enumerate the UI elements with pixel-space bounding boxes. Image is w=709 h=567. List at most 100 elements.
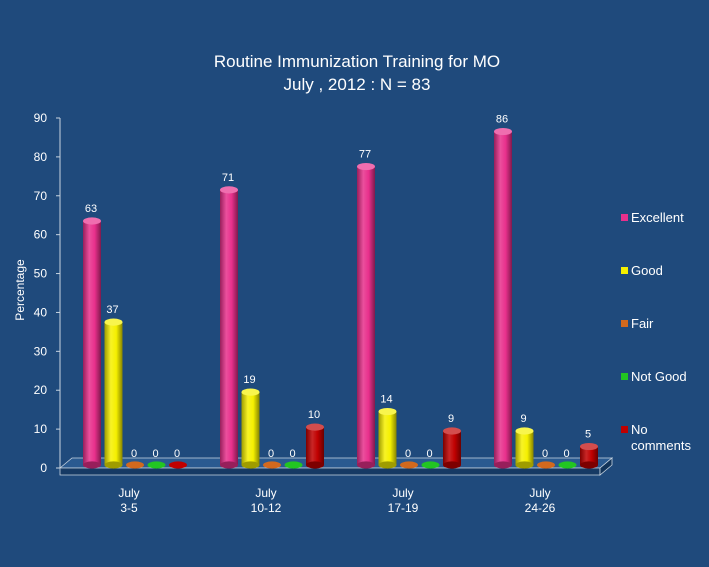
data-label: 86 (496, 114, 508, 126)
data-label: 0 (131, 448, 137, 460)
legend-swatch (621, 426, 628, 433)
bar-flat (284, 461, 303, 469)
chart-floor (58, 457, 614, 476)
data-label: 0 (289, 448, 295, 460)
y-axis-title: Percentage (13, 259, 27, 321)
bar-flat (558, 461, 577, 469)
legend-item: Fair (621, 316, 654, 331)
bar-cap (220, 186, 238, 194)
data-label: 5 (585, 429, 591, 441)
bar (357, 162, 375, 469)
bar-body (494, 131, 512, 466)
floor-side (599, 457, 613, 476)
legend-item: Not Good (621, 369, 687, 384)
y-tick-label: 10 (34, 422, 48, 436)
bar-body (443, 431, 461, 465)
x-tick-label: 10-12 (251, 501, 282, 515)
bar (126, 461, 144, 469)
bar-cap (83, 217, 101, 225)
legend-item: Excellent (621, 210, 684, 225)
data-label: 10 (308, 409, 320, 421)
bar-flat (421, 461, 440, 469)
data-label: 14 (380, 394, 392, 406)
data-label: 0 (405, 448, 411, 460)
bar (284, 461, 303, 469)
x-tick-label: July (529, 486, 550, 500)
chart-subtitle: July , 2012 : N = 83 (284, 75, 431, 94)
bar-body (241, 392, 260, 465)
bar (147, 461, 166, 469)
bar-base (378, 461, 397, 469)
data-label: 0 (426, 448, 432, 460)
legend-item: Good (621, 263, 663, 278)
y-tick-label: 50 (34, 267, 48, 281)
bar-body (378, 411, 397, 465)
x-tick-label: 3-5 (120, 501, 138, 515)
bar (558, 461, 577, 469)
bar-base (104, 461, 123, 469)
legend-swatch (621, 214, 628, 221)
data-label: 71 (222, 172, 234, 184)
bar-group: 77 14 0 0 9 (357, 149, 461, 469)
bar-base (580, 461, 598, 469)
x-tick-label: July (118, 486, 139, 500)
bar-group: 71 19 0 0 10 (220, 172, 324, 469)
bar (83, 217, 101, 469)
bar-series: 63 37 0 0 0 71 19 0 0 10 77 14 0 0 9 86 9 0 0 5 (83, 114, 598, 469)
legend-label: Not Good (631, 369, 687, 384)
y-tick-label: 40 (34, 305, 48, 319)
y-tick-label: 30 (34, 344, 48, 358)
bar-body (83, 221, 101, 465)
x-tick-label: July (392, 486, 413, 500)
bar-flat (169, 461, 187, 469)
data-label: 0 (174, 448, 180, 460)
data-label: 9 (448, 413, 454, 425)
chart-title: Routine Immunization Training for MO (214, 52, 500, 71)
bar-cap (443, 427, 461, 435)
legend-swatch (621, 373, 628, 380)
bar (263, 461, 281, 469)
legend-swatch (621, 267, 628, 274)
bar-flat (147, 461, 166, 469)
data-label: 77 (359, 149, 371, 161)
bar (494, 127, 512, 469)
bar (220, 186, 238, 469)
bar-flat (126, 461, 144, 469)
x-tick-label: 24-26 (525, 501, 556, 515)
data-label: 19 (243, 374, 255, 386)
y-tick-label: 60 (34, 228, 48, 242)
bar-base (83, 461, 101, 469)
data-label: 0 (542, 448, 548, 460)
y-axis: 0 10 20 30 40 50 60 70 80 90 (34, 111, 61, 475)
y-tick-label: 70 (34, 189, 48, 203)
data-label: 0 (268, 448, 274, 460)
legend-label: No (631, 422, 648, 437)
data-label: 9 (520, 413, 526, 425)
bar-body (515, 431, 534, 465)
data-label: 0 (152, 448, 158, 460)
bar-body (104, 322, 123, 465)
bar (169, 461, 187, 469)
legend-label: comments (631, 438, 691, 453)
bar-cap (515, 427, 534, 435)
bar-cap (241, 388, 260, 396)
bar (443, 427, 461, 469)
bar-base (515, 461, 534, 469)
y-tick-label: 20 (34, 383, 48, 397)
bar-cap (494, 127, 512, 136)
x-tick-label: 17-19 (388, 501, 419, 515)
x-tick-label: July (255, 486, 276, 500)
bar-base (443, 461, 461, 469)
bar-cap (306, 423, 324, 431)
bar-base (494, 461, 512, 469)
bar (104, 318, 123, 469)
data-label: 37 (106, 304, 118, 316)
legend-label: Good (631, 263, 663, 278)
bar-cap (378, 407, 397, 416)
bar-cap (580, 442, 598, 451)
